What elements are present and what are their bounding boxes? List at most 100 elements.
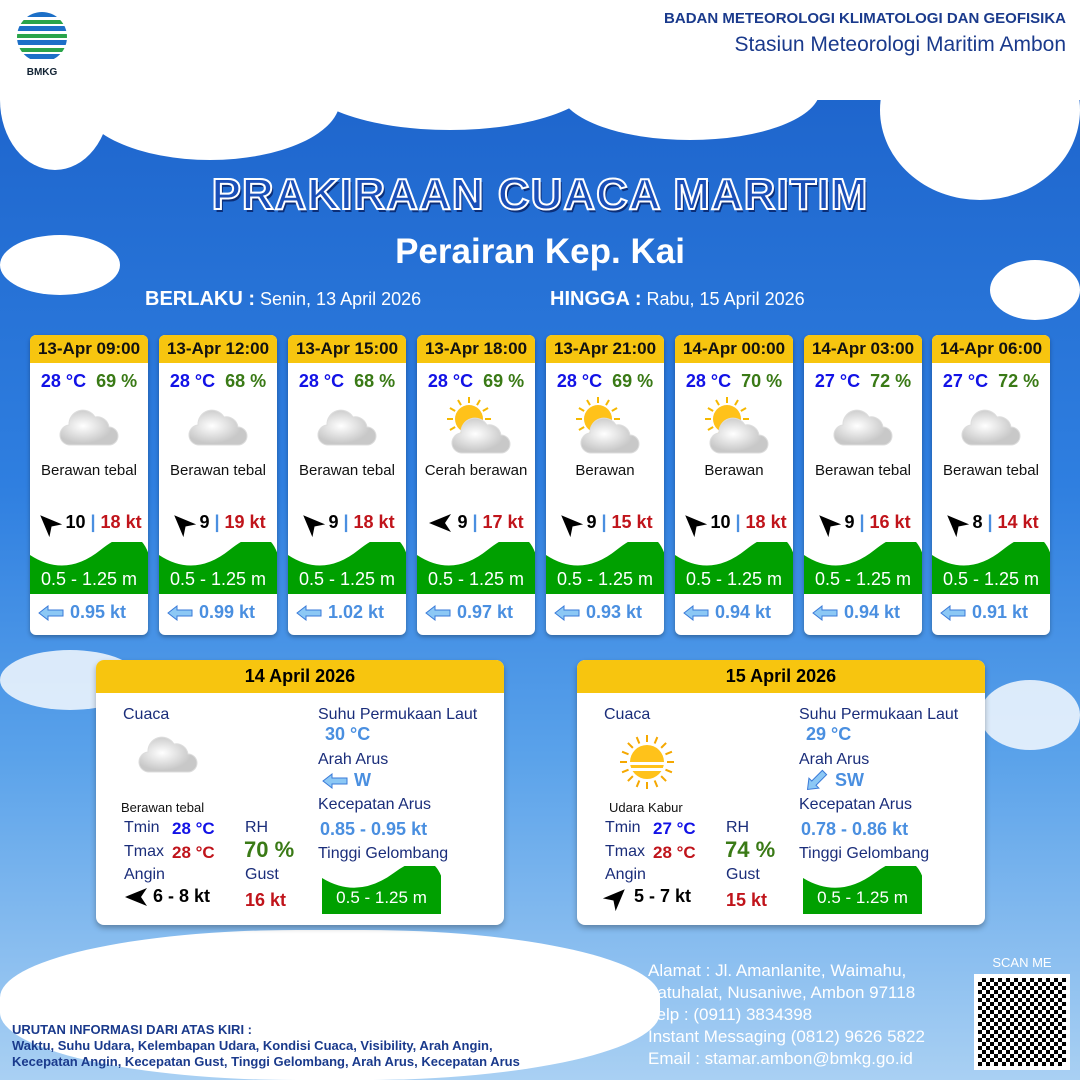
card-time: 13-Apr 15:00	[288, 335, 406, 363]
current-arrow-icon	[806, 769, 828, 791]
gust-speed: 15 kt	[726, 890, 768, 910]
card-time: 14-Apr 00:00	[675, 335, 793, 363]
cloud-decoration	[0, 235, 120, 295]
weather-condition: Berawan tebal	[170, 462, 266, 479]
weather-condition: Berawan	[704, 462, 764, 479]
cloud-decoration	[80, 40, 340, 160]
label-sst: Suhu Permukaan Laut	[799, 706, 959, 723]
humidity: 69 %	[483, 371, 525, 391]
gust-speed: 19 kt	[224, 512, 266, 532]
air-temp: 28 °C	[556, 371, 603, 391]
gust-speed: 18 kt	[745, 512, 787, 532]
label-arah-arus: Arah Arus	[318, 751, 389, 768]
current-speed: 0.85 - 0.95 kt	[320, 819, 428, 839]
weather-condition: Cerah berawan	[424, 462, 528, 479]
air-temp: 28 °C	[298, 371, 345, 391]
sun-cloud-icon	[675, 392, 793, 462]
sea-surface-temp: 30 °C	[325, 724, 371, 744]
wave-height: 0.5 - 1.25 m	[803, 860, 922, 914]
tmax: 28 °C	[172, 843, 215, 862]
card-time: 13-Apr 09:00	[30, 335, 148, 363]
card-time: 13-Apr 18:00	[417, 335, 535, 363]
current-arrow-icon	[296, 605, 322, 622]
current-speed: 0.95 kt	[70, 602, 127, 622]
current-arrow-icon	[554, 605, 580, 622]
sun-cloud-icon	[417, 392, 535, 462]
gust-speed: 15 kt	[611, 512, 653, 532]
label-tmax: Tmax	[605, 843, 645, 860]
cloud-icon	[30, 392, 148, 462]
humidity: 74 %	[725, 837, 776, 862]
current-speed: 0.78 - 0.86 kt	[801, 819, 909, 839]
label-gust: Gust	[245, 866, 279, 883]
forecast-card: 13-Apr 09:00 28 °C 69 % Berawan tebal 10…	[30, 335, 148, 635]
wind-direction-icon	[429, 514, 452, 533]
station-name: Stasiun Meteorologi Maritim Ambon	[734, 33, 1066, 56]
sea-surface-temp: 29 °C	[806, 724, 852, 744]
air-temp: 28 °C	[169, 371, 216, 391]
weather-condition: Berawan tebal	[815, 462, 911, 479]
cloud-icon	[288, 392, 406, 462]
forecast-card: 14-Apr 03:00 27 °C 72 % Berawan tebal 9 …	[804, 335, 922, 635]
tmax: 28 °C	[653, 843, 696, 862]
daily-summary-card: 15 April 2026 Cuaca Udara Kabur Tmin 27 …	[577, 660, 985, 925]
label-cuaca: Cuaca	[604, 706, 651, 723]
wind-speed: 9	[328, 512, 339, 532]
label-kecepatan-arus: Kecepatan Arus	[318, 796, 431, 813]
cloud-decoration	[560, 40, 820, 140]
current-direction: SW	[835, 770, 864, 790]
current-direction: W	[354, 770, 371, 790]
wind-speed: 10	[65, 512, 86, 532]
label-rh: RH	[726, 819, 750, 836]
label-sst: Suhu Permukaan Laut	[318, 706, 478, 723]
summary-date: 15 April 2026	[577, 660, 985, 693]
wave-height: 0.5 - 1.25 m	[288, 542, 406, 594]
wind-direction-icon	[303, 515, 326, 538]
wind-speed: 9	[586, 512, 597, 532]
cloud-icon	[159, 392, 277, 462]
weather-condition: Berawan	[575, 462, 635, 479]
page-title: PRAKIRAAN CUACA MARITIM	[211, 169, 869, 220]
air-temp: 28 °C	[427, 371, 474, 391]
qr-code[interactable]: SCAN ME	[972, 955, 1072, 1074]
current-arrow-icon	[812, 605, 838, 622]
info-order-legend: URUTAN INFORMASI DARI ATAS KIRI : Waktu, …	[12, 1022, 520, 1069]
humidity: 69 %	[96, 371, 138, 391]
wave-height: 0.5 - 1.25 m	[675, 542, 793, 594]
wind-speed: 6 - 8 kt	[153, 886, 211, 906]
cloud-decoration	[980, 680, 1080, 750]
forecast-card: 13-Apr 21:00 28 °C 69 % Berawan 9 | 15 k…	[546, 335, 664, 635]
wind-direction-icon	[602, 889, 625, 912]
card-time: 14-Apr 06:00	[932, 335, 1050, 363]
forecast-card: 13-Apr 12:00 28 °C 68 % Berawan tebal 9 …	[159, 335, 277, 635]
wind-direction-icon	[125, 888, 147, 907]
card-time: 13-Apr 21:00	[546, 335, 664, 363]
label-cuaca: Cuaca	[123, 706, 170, 723]
forecast-card: 13-Apr 18:00 28 °C 69 % Cerah berawan 9 …	[417, 335, 535, 635]
weather-condition: Berawan tebal	[943, 462, 1039, 479]
forecast-card: 14-Apr 00:00 28 °C 70 % Berawan 10 | 18 …	[675, 335, 793, 635]
bmkg-logo: BMKG	[14, 12, 70, 80]
label-tinggi-gelombang: Tinggi Gelombang	[799, 845, 930, 862]
current-arrow-icon	[322, 773, 348, 790]
air-temp: 28 °C	[40, 371, 87, 391]
card-time: 13-Apr 12:00	[159, 335, 277, 363]
current-speed: 1.02 kt	[328, 602, 385, 622]
humidity: 70 %	[244, 837, 295, 862]
weather-condition: Berawan tebal	[41, 462, 137, 479]
current-speed: 0.91 kt	[972, 602, 1029, 622]
label-angin: Angin	[605, 866, 646, 883]
humidity: 72 %	[870, 371, 912, 391]
air-temp: 28 °C	[685, 371, 732, 391]
card-time: 14-Apr 03:00	[804, 335, 922, 363]
valid-to: HINGGA : Rabu, 15 April 2026	[550, 288, 805, 310]
sun-cloud-icon	[546, 392, 664, 462]
label-rh: RH	[245, 819, 269, 836]
wave-height: 0.5 - 1.25 m	[159, 542, 277, 594]
label-angin: Angin	[124, 866, 165, 883]
daily-summary-card: 14 April 2026 Cuaca Berawan tebal Tmin 2…	[96, 660, 504, 925]
wind-speed: 9	[457, 512, 468, 532]
cloud-decoration	[880, 20, 1080, 200]
weather-condition: Udara Kabur	[609, 800, 683, 815]
gust-speed: 18 kt	[353, 512, 395, 532]
